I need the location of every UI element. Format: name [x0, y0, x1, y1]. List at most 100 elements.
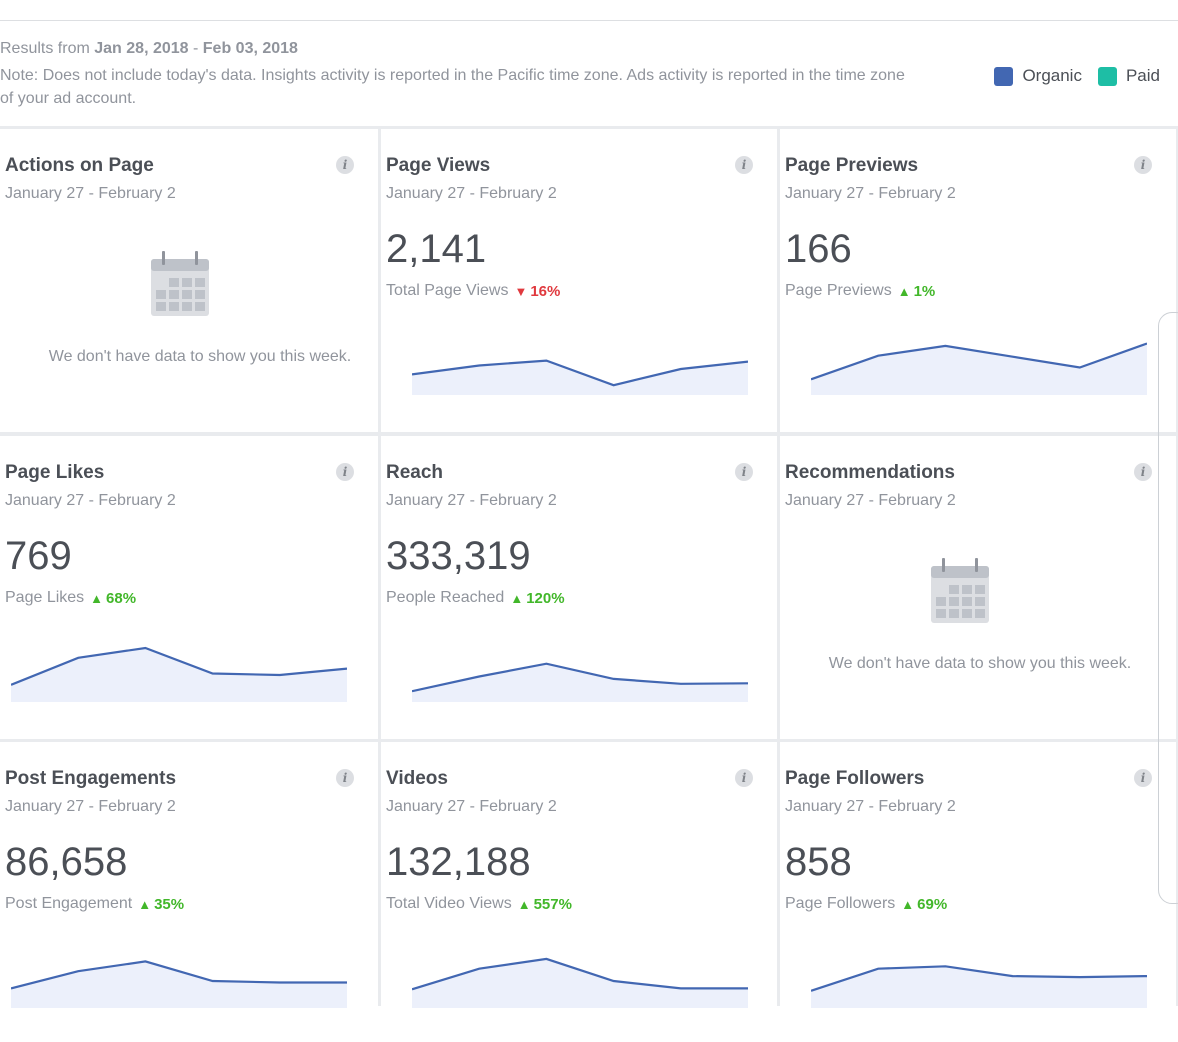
date-separator: -	[193, 40, 199, 57]
card-recommendations[interactable]: Recommendations January 27 - February 2 i W…	[780, 436, 1176, 739]
metric-row: Page Previews ▲ 1%	[785, 282, 935, 300]
trend-sparkline[interactable]	[11, 950, 347, 1008]
trend-up-icon: ▲	[90, 590, 104, 606]
card-title: Actions on Page	[5, 155, 154, 176]
trend-up-icon: ▲	[510, 590, 524, 606]
info-icon[interactable]: i	[735, 769, 753, 787]
delta-percent: 1%	[913, 282, 936, 300]
card-title: Page Followers	[785, 768, 925, 789]
sparkline-organic-line	[811, 342, 1147, 381]
results-header: Results from Jan 28, 2018 - Feb 03, 2018…	[0, 38, 1178, 126]
card-actions-on-page[interactable]: Actions on Page January 27 - February 2 i W…	[0, 129, 378, 432]
card-page-followers[interactable]: Page Followers January 27 - February 2 i 85…	[780, 742, 1176, 1042]
legend-paid-label: Paid	[1125, 66, 1160, 85]
trend-sparkline[interactable]	[811, 337, 1147, 395]
info-icon[interactable]: i	[735, 463, 753, 481]
delta-badge: ▲ 35%	[138, 896, 184, 913]
delta-percent: 120%	[526, 589, 565, 607]
trend-sparkline[interactable]	[412, 337, 748, 395]
metric-label: Page Likes	[5, 589, 85, 606]
sparkline-area	[11, 961, 347, 1008]
trend-sparkline[interactable]	[11, 644, 347, 702]
delta-badge: ▲ 557%	[518, 896, 572, 913]
card-title: Page Previews	[785, 155, 919, 176]
info-icon[interactable]: i	[1134, 769, 1152, 787]
trend-sparkline[interactable]	[811, 950, 1147, 1008]
metric-value: 858	[785, 840, 852, 884]
legend-organic[interactable]: Organic	[994, 66, 1082, 86]
trend-sparkline[interactable]	[412, 950, 748, 1008]
metric-row: Post Engagement ▲ 35%	[5, 895, 184, 913]
card-title: Recommendations	[785, 462, 955, 483]
metric-value: 2,141	[386, 227, 487, 271]
card-title: Page Views	[386, 155, 491, 176]
delta-percent: 16%	[530, 282, 561, 300]
metric-label: Total Video Views	[386, 895, 512, 912]
card-post-engagements[interactable]: Post Engagements January 27 - February 2 i…	[0, 742, 378, 1042]
delta-badge: ▲ 1%	[898, 283, 936, 300]
delta-badge: ▲ 68%	[90, 590, 136, 607]
insights-grid: Actions on Page January 27 - February 2 i W…	[0, 126, 1178, 1042]
info-icon[interactable]: i	[1134, 463, 1152, 481]
top-divider	[0, 20, 1178, 21]
metric-row: People Reached ▲ 120%	[386, 589, 565, 607]
info-icon[interactable]: i	[735, 156, 753, 174]
metric-value: 86,658	[5, 840, 128, 884]
metric-value: 132,188	[386, 840, 531, 884]
metric-value: 769	[5, 534, 72, 578]
delta-percent: 557%	[533, 895, 572, 913]
card-date-range: January 27 - February 2	[785, 798, 956, 815]
delta-percent: 68%	[106, 589, 137, 607]
sparkline-organic-line	[412, 957, 748, 991]
card-date-range: January 27 - February 2	[785, 492, 956, 509]
card-date-range: January 27 - February 2	[386, 185, 557, 202]
card-date-range: January 27 - February 2	[785, 185, 956, 202]
metric-row: Page Followers ▲ 69%	[785, 895, 947, 913]
info-icon[interactable]: i	[1134, 156, 1152, 174]
metric-label: Page Followers	[785, 895, 896, 912]
metric-value: 166	[785, 227, 852, 271]
trend-sparkline[interactable]	[412, 644, 748, 702]
legend-paid[interactable]: Paid	[1097, 66, 1160, 86]
card-title: Videos	[386, 768, 448, 789]
delta-badge: ▲ 120%	[510, 590, 564, 607]
info-icon[interactable]: i	[336, 769, 354, 787]
metric-label: Page Previews	[785, 282, 892, 299]
metric-label: People Reached	[386, 589, 505, 606]
sparkline-area	[811, 966, 1147, 1008]
card-date-range: January 27 - February 2	[5, 185, 176, 202]
metric-row: Total Video Views ▲ 557%	[386, 895, 572, 913]
delta-badge: ▲ 69%	[901, 896, 947, 913]
sparkline-organic-line	[11, 960, 347, 990]
sparkline-organic-line	[412, 359, 748, 387]
card-page-previews[interactable]: Page Previews January 27 - February 2 i 166…	[780, 129, 1176, 432]
sparkline-area	[412, 663, 748, 702]
trend-up-icon: ▲	[897, 283, 911, 299]
sparkline-area	[11, 648, 347, 702]
side-panel-edge[interactable]	[1158, 312, 1178, 904]
card-title: Reach	[386, 462, 444, 483]
timezone-note: Note: Does not include today's data. Ins…	[0, 67, 905, 107]
info-icon[interactable]: i	[336, 463, 354, 481]
trend-down-icon: ▼	[514, 283, 528, 299]
delta-percent: 35%	[154, 895, 185, 913]
card-page-likes[interactable]: Page Likes January 27 - February 2 i 769 Pag…	[0, 436, 378, 739]
card-title: Post Engagements	[5, 768, 177, 789]
calendar-icon	[931, 558, 989, 623]
card-page-views[interactable]: Page Views January 27 - February 2 i 2,141 T…	[381, 129, 777, 432]
sparkline-area	[412, 360, 748, 395]
info-icon[interactable]: i	[336, 156, 354, 174]
card-date-range: January 27 - February 2	[386, 492, 557, 509]
results-range: Results from Jan 28, 2018 - Feb 03, 2018	[0, 40, 298, 58]
sparkline-area	[412, 958, 748, 1008]
sparkline-organic-line	[11, 646, 347, 686]
paid-swatch	[1097, 66, 1117, 86]
card-videos[interactable]: Videos January 27 - February 2 i 132,188 Tot…	[381, 742, 777, 1042]
results-prefix: Results from	[0, 40, 90, 57]
sparkline-area	[811, 343, 1147, 395]
legend-organic-label: Organic	[1022, 66, 1082, 85]
metric-value: 333,319	[386, 534, 531, 578]
delta-badge: ▼ 16%	[514, 283, 560, 300]
calendar-icon	[151, 251, 209, 316]
card-reach[interactable]: Reach January 27 - February 2 i 333,319 Peop…	[381, 436, 777, 739]
